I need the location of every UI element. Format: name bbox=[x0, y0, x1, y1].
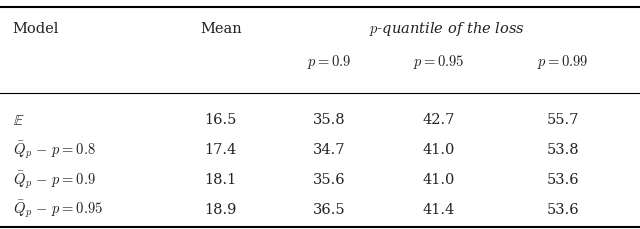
Text: $p$-quantile of the loss: $p$-quantile of the loss bbox=[369, 20, 524, 38]
Text: Mean: Mean bbox=[200, 22, 242, 36]
Text: 41.0: 41.0 bbox=[422, 173, 454, 187]
Text: 53.8: 53.8 bbox=[547, 143, 579, 157]
Text: 53.6: 53.6 bbox=[547, 202, 579, 217]
Text: $\bar{Q}_p \,-\, p = 0.95$: $\bar{Q}_p \,-\, p = 0.95$ bbox=[13, 199, 103, 220]
Text: 41.0: 41.0 bbox=[422, 143, 454, 157]
Text: 18.9: 18.9 bbox=[205, 202, 237, 217]
Text: 17.4: 17.4 bbox=[205, 143, 237, 157]
Text: $\bar{Q}_p \,-\, p = 0.9$: $\bar{Q}_p \,-\, p = 0.9$ bbox=[13, 169, 95, 191]
Text: $p = 0.99$: $p = 0.99$ bbox=[538, 53, 589, 71]
Text: $\bar{Q}_p \,-\, p = 0.8$: $\bar{Q}_p \,-\, p = 0.8$ bbox=[13, 139, 95, 161]
Text: 36.5: 36.5 bbox=[314, 202, 346, 217]
Text: 16.5: 16.5 bbox=[205, 113, 237, 127]
Text: Model: Model bbox=[13, 22, 59, 36]
Text: 53.6: 53.6 bbox=[547, 173, 579, 187]
Text: $p = 0.95$: $p = 0.95$ bbox=[413, 53, 464, 71]
Text: 55.7: 55.7 bbox=[547, 113, 579, 127]
Text: 34.7: 34.7 bbox=[314, 143, 346, 157]
Text: 42.7: 42.7 bbox=[422, 113, 454, 127]
Text: 18.1: 18.1 bbox=[205, 173, 237, 187]
Text: $\mathbb{E}$: $\mathbb{E}$ bbox=[13, 113, 24, 128]
Text: 41.4: 41.4 bbox=[422, 202, 454, 217]
Text: 35.8: 35.8 bbox=[314, 113, 346, 127]
Text: $p = 0.9$: $p = 0.9$ bbox=[307, 53, 352, 71]
Text: 35.6: 35.6 bbox=[314, 173, 346, 187]
